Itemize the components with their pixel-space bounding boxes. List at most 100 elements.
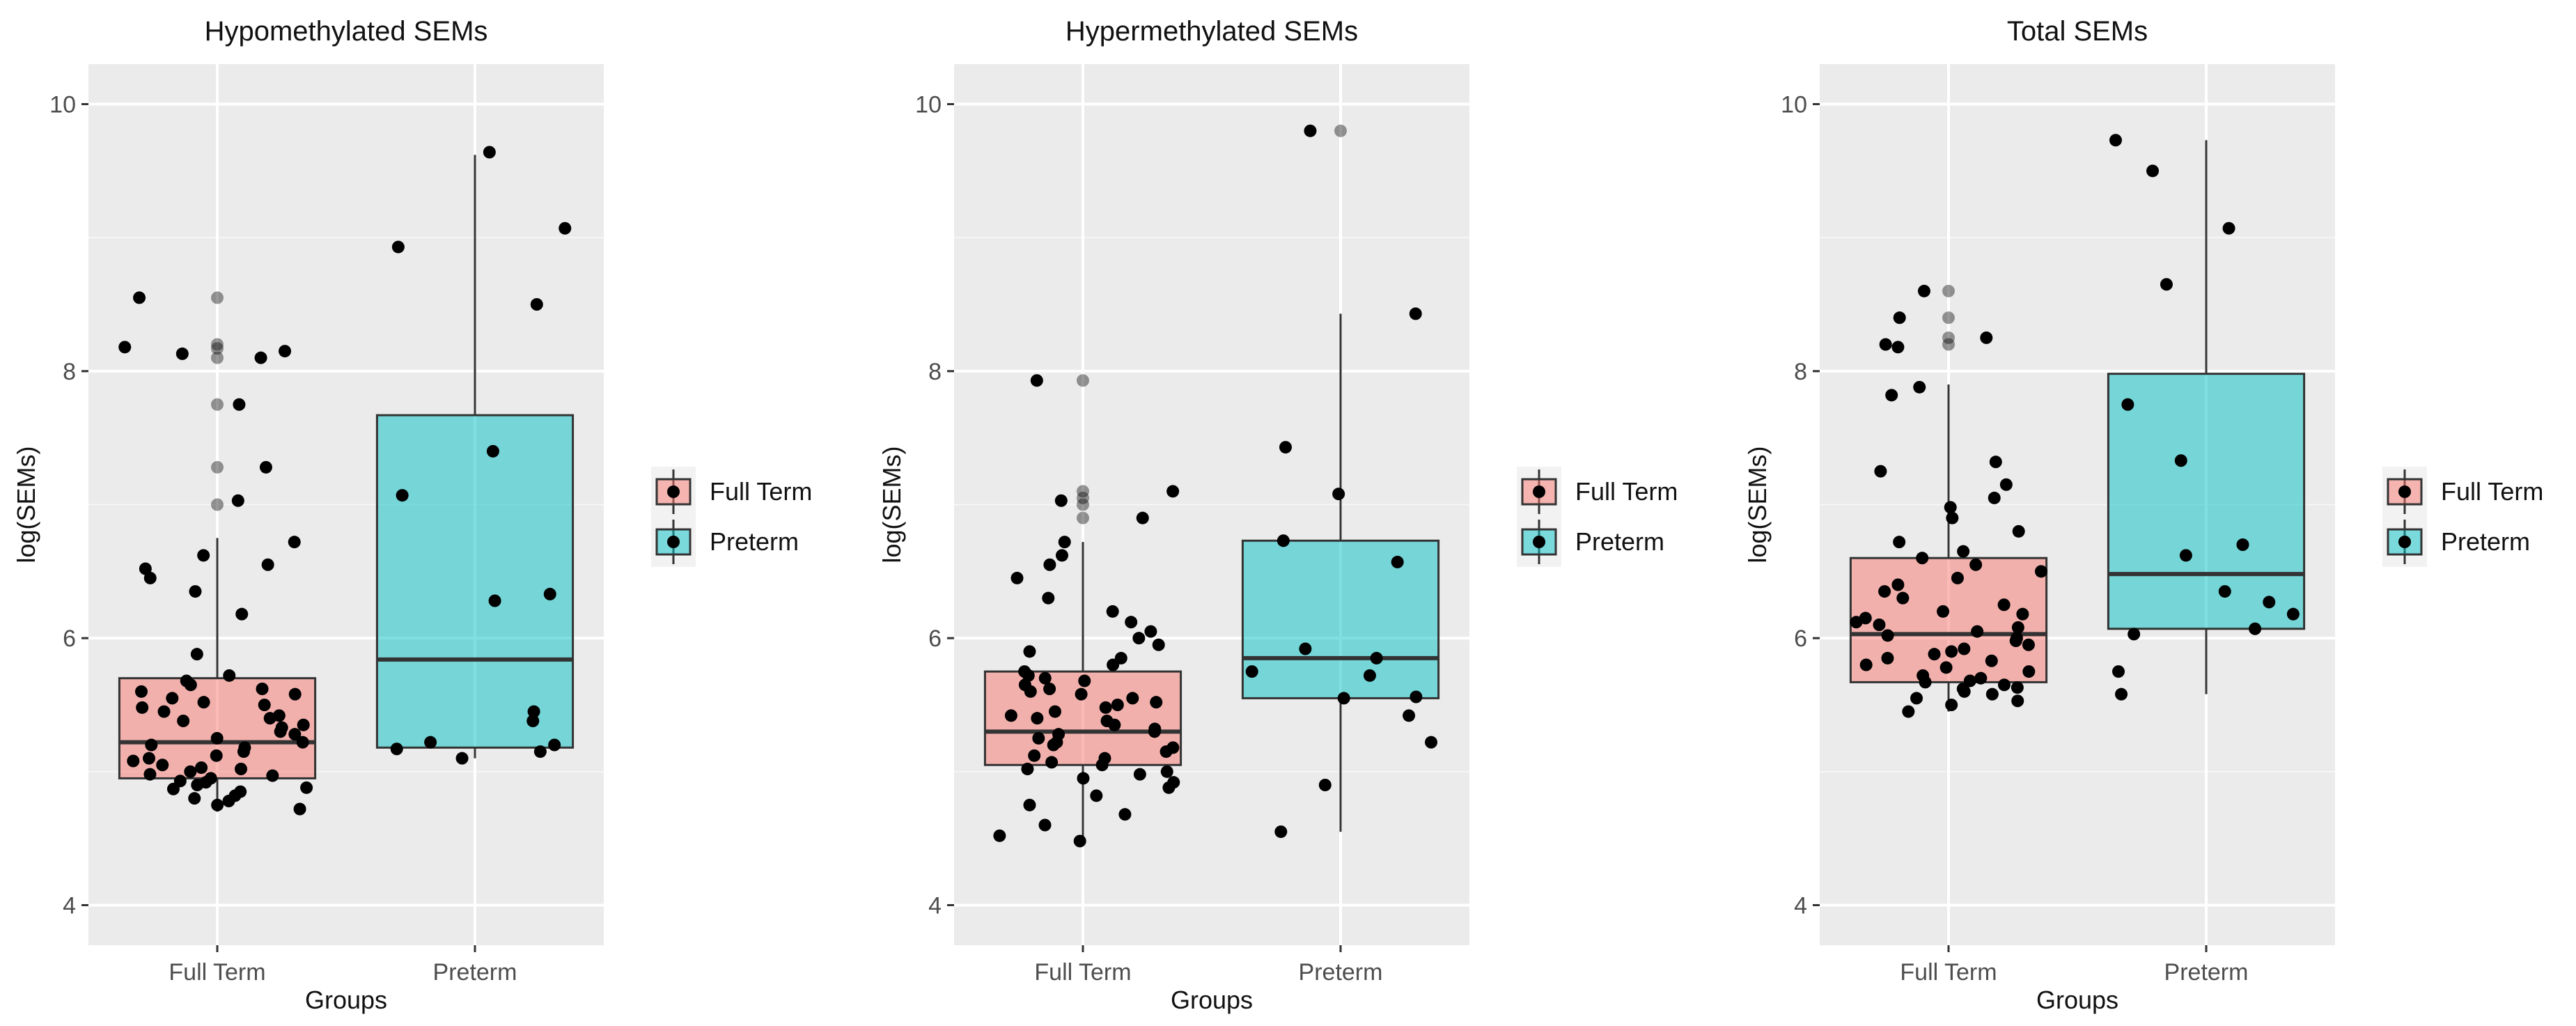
outlier-point [1077, 374, 1089, 387]
data-point [177, 715, 190, 727]
data-point [1058, 536, 1071, 549]
data-point [1166, 485, 1180, 498]
data-point [1045, 756, 1059, 769]
data-point [1893, 536, 1906, 549]
y-tick-label: 10 [49, 92, 76, 118]
data-point [1111, 699, 1124, 711]
data-point [1152, 638, 1165, 651]
data-point [1957, 545, 1970, 558]
legend-label: Preterm [1575, 527, 1664, 556]
data-point [254, 351, 267, 364]
data-point [1410, 690, 1423, 704]
data-point [2263, 596, 2276, 609]
data-point [210, 749, 223, 762]
data-point [184, 765, 197, 778]
data-point [1160, 765, 1173, 778]
data-point [1099, 701, 1112, 714]
x-axis-title: Groups [305, 986, 387, 1014]
data-point [1902, 705, 1915, 718]
data-point [204, 772, 217, 785]
y-tick-label: 8 [928, 359, 942, 385]
data-point [2011, 694, 2024, 708]
data-point [1370, 651, 1383, 664]
data-point [2011, 621, 2024, 634]
data-point [1363, 669, 1376, 682]
data-point [1879, 338, 1892, 351]
data-point [188, 792, 201, 805]
legend-key-point [2398, 536, 2411, 548]
data-point [1946, 511, 1959, 524]
data-point [175, 347, 189, 360]
data-point [266, 769, 279, 782]
data-point [1332, 488, 1345, 501]
data-point [1010, 571, 1024, 584]
data-point [2121, 398, 2134, 411]
data-point [143, 768, 157, 781]
data-point [559, 221, 572, 235]
data-point [1018, 665, 1031, 678]
data-point [1916, 552, 1929, 565]
data-point [1985, 654, 1998, 667]
outlier-point [1942, 338, 1955, 351]
data-point [1997, 678, 2011, 692]
x-tick-label: Preterm [1299, 959, 1383, 986]
outlier-point [1942, 331, 1955, 344]
legend-label: Full Term [2441, 477, 2543, 506]
data-point [1274, 825, 1288, 839]
data-point [1106, 605, 1119, 618]
data-point [486, 444, 499, 458]
data-point [258, 699, 271, 711]
data-point [530, 298, 543, 311]
data-point [1893, 311, 1906, 325]
data-point [1114, 651, 1127, 664]
data-point [118, 341, 132, 354]
data-point [139, 562, 152, 575]
data-point [2109, 134, 2122, 147]
data-point [1874, 465, 1887, 478]
data-point [1958, 642, 1971, 655]
data-point [211, 798, 224, 811]
data-point [1391, 555, 1404, 568]
data-point [390, 743, 403, 756]
data-point [143, 571, 157, 584]
outlier-point [1334, 124, 1347, 137]
data-point [1054, 494, 1068, 507]
data-point [1023, 645, 1036, 658]
data-point [1125, 616, 1138, 629]
outlier-point [1077, 485, 1089, 498]
data-point [288, 536, 301, 549]
outlier-point [1077, 491, 1089, 504]
outlier-point [1077, 498, 1089, 511]
data-point [1073, 834, 1086, 848]
data-point [1023, 798, 1036, 811]
data-point [1409, 307, 1422, 320]
data-point [1245, 665, 1258, 678]
legend-key-box [655, 528, 692, 556]
data-point [297, 718, 310, 731]
y-tick-label: 6 [928, 625, 942, 652]
data-point [1055, 549, 1068, 562]
data-point [1939, 661, 1953, 674]
data-point [1891, 578, 1905, 591]
outlier-point [211, 398, 224, 411]
legend-key-point [667, 536, 680, 548]
data-point [1980, 331, 1993, 344]
data-point [2011, 681, 2024, 694]
data-point [1971, 625, 1984, 638]
data-point [1913, 380, 1926, 394]
data-point [288, 728, 302, 741]
data-point [197, 549, 210, 562]
data-point [1885, 389, 1898, 402]
outlier-point [211, 351, 224, 364]
data-point [1945, 699, 1958, 711]
data-point [1028, 749, 1041, 762]
data-point [173, 775, 187, 788]
y-tick-label: 10 [915, 92, 942, 118]
x-tick-label: Full Term [169, 959, 265, 986]
data-point [2022, 665, 2036, 678]
data-point [1004, 709, 1017, 722]
data-point [2286, 607, 2300, 621]
data-point [1425, 736, 1438, 749]
panels: 4 6 8 10 Full Term Preterm Hypomethylated SEMs… [12, 16, 2543, 1014]
y-axis-title: log(SEMs) [12, 446, 40, 563]
